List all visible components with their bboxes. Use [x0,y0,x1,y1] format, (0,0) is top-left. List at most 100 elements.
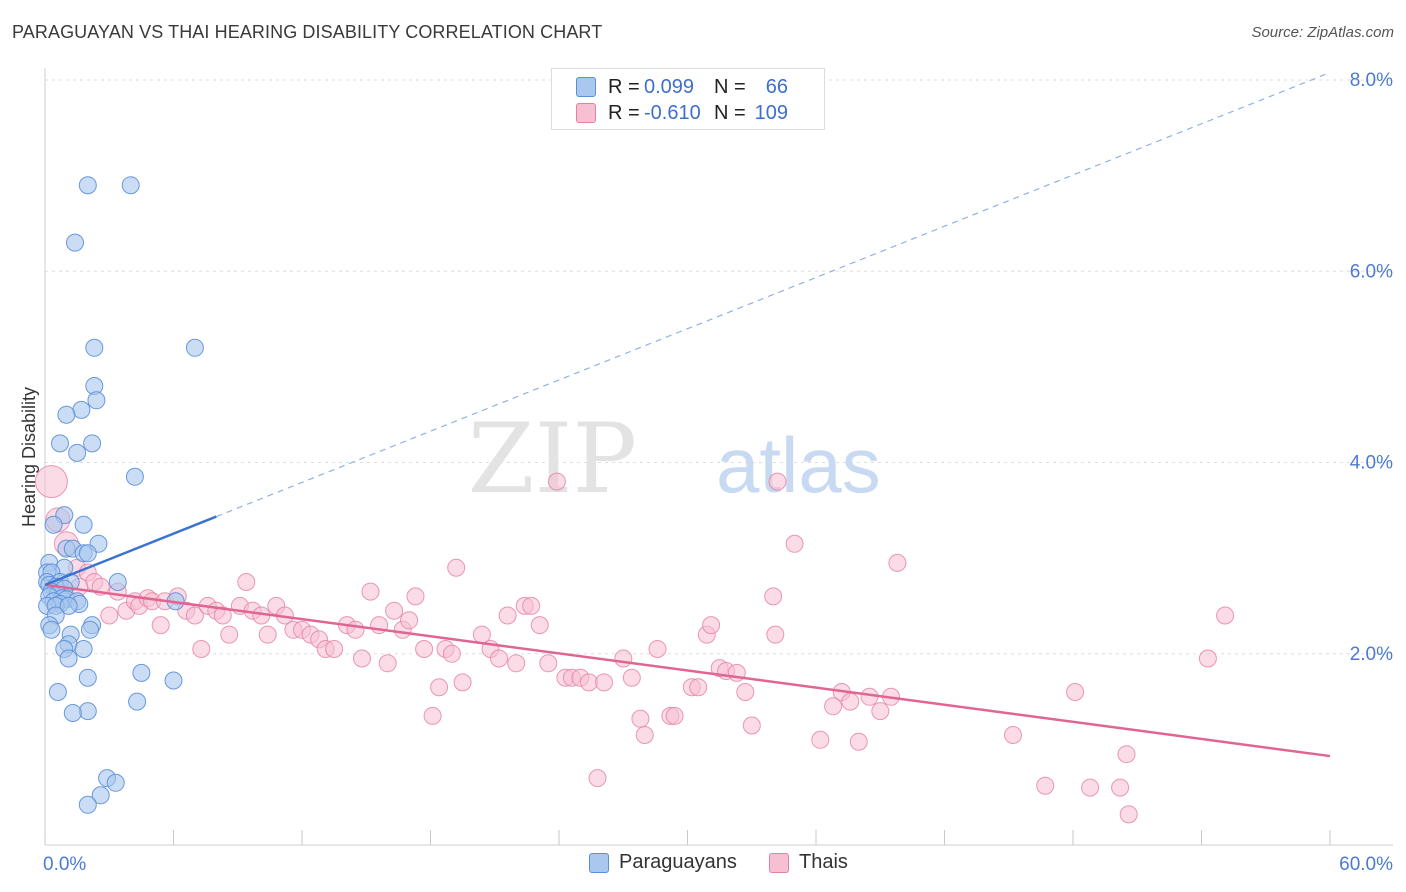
paraguayans-point [59,649,78,668]
paraguayans-point [66,233,84,252]
thais-point [353,649,371,668]
thais-point [213,606,232,625]
x-tick-label: 60.0% [1339,854,1393,875]
gridlines [45,79,1392,655]
thais-point [888,553,907,572]
thais-point [442,644,461,663]
watermark: ZIP atlas [468,403,881,515]
thais-point [498,606,517,625]
thais-point [237,573,256,591]
paraguayans-point [57,405,76,424]
stats-row-thais: R = -0.610 N = 109 [576,100,788,126]
thais-point [648,640,667,658]
paraguayans-point [42,620,61,639]
paraguayans-point [74,640,93,658]
thais-point [185,606,204,625]
thais-point [385,601,404,620]
thais-point [522,596,541,615]
paraguayans-point [87,391,106,410]
n-value: 66 [765,75,788,98]
thais-point [614,649,633,668]
paraguayans-point [59,596,78,615]
thais-point [702,616,721,635]
legend-item-thais[interactable]: Thais [769,851,848,874]
paraguayans-point [164,671,183,690]
thais-point [580,673,598,692]
legend-swatch-blue [589,852,609,873]
regression-lines [44,71,1331,758]
thais-point [1119,805,1138,824]
thais-point [635,726,654,744]
legend-swatch-blue [576,77,596,97]
paraguayans-point [44,515,63,534]
thais-point [258,625,277,644]
paraguayans-point [51,434,69,453]
thais-point [430,678,449,697]
r-value: 0.099 [644,75,695,98]
paraguayans-point [48,683,67,701]
paraguayans-point [74,515,93,534]
watermark-zip: ZIP [468,403,637,515]
y-tick-label: 4.0% [1350,453,1393,474]
thais-point [325,640,344,658]
thais-point [871,702,890,721]
thais-point [588,769,607,788]
thais-point [378,654,397,673]
thais-point [1036,776,1055,795]
legend-item-paraguayans[interactable]: Paraguayans [589,851,737,874]
paraguayans-regression-line [44,515,217,587]
y-tick-label: 6.0% [1350,261,1393,282]
paraguayans-point [81,620,99,639]
paraguayans-point [78,544,97,563]
y-tick-label: 8.0% [1350,70,1393,91]
thais-point [530,616,549,635]
thais-point [1111,778,1130,797]
paraguayans-point [72,400,91,419]
r-label: R = [608,75,640,98]
thais-point [631,709,650,728]
thais-point [547,472,566,491]
n-label: N = [714,75,746,98]
paraguayans-regression-extension [216,71,1331,518]
legend-label: Thais [799,851,848,873]
thais-point [1117,745,1136,764]
thais-point [415,640,434,658]
thais-point [346,620,365,639]
r-label: R = [608,101,640,124]
paraguayans-point [78,176,97,195]
thais-point [824,697,843,716]
thais-point [507,654,526,673]
watermark-atlas: atlas [716,421,881,509]
paraguayans-point [108,573,127,591]
source-label: Source: ZipAtlas.com [1251,24,1394,41]
thais-point [764,587,783,606]
thais-point [841,692,860,711]
paraguayans-point [78,795,97,814]
axes [44,68,1393,846]
paraguayans-point [68,443,87,462]
paraguayans-point [128,692,147,711]
legend-swatch-pink [576,103,596,123]
thais-point [595,673,613,692]
thais-point [400,611,419,630]
paraguayans-points [38,176,204,814]
legend-swatch-pink [769,852,789,873]
paraguayans-point [125,467,144,486]
thais-point [453,673,472,692]
thais-point [689,678,708,697]
stats-row-paraguayans: R = 0.099 N = 66 [576,74,788,100]
thais-point [811,730,830,749]
y-tick-label: 2.0% [1350,644,1393,665]
paraguayans-point [78,668,97,687]
paraguayans-point [121,176,140,195]
thais-point [447,558,466,577]
thais-point [220,625,239,644]
thais-point [34,465,68,499]
n-label: N = [714,101,746,124]
thais-point [768,472,787,491]
thais-point [151,616,170,635]
thais-point [1066,683,1085,701]
thais-point [490,649,508,668]
paraguayans-point [78,702,97,721]
